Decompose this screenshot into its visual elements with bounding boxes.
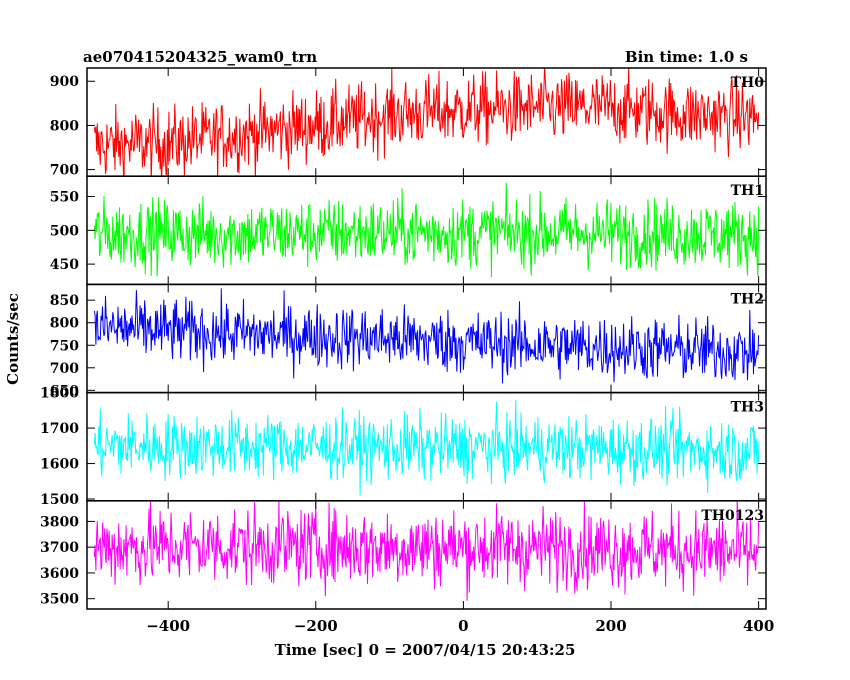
series-line-th2: [93, 288, 760, 384]
y-tick-label: 850: [50, 293, 79, 309]
y-tick-label: 900: [50, 74, 79, 90]
y-axis-label: Counts/sec: [4, 293, 22, 385]
y-tick-label: 1700: [40, 421, 79, 437]
y-tick-label: 1800: [40, 386, 79, 402]
y-tick-label: 700: [50, 163, 79, 179]
series-line-th3: [93, 399, 760, 496]
y-tick-label: 450: [50, 257, 79, 273]
y-tick-label: 700: [50, 361, 79, 377]
chart-title: ae070415204325_wam0_trn: [83, 48, 317, 66]
panel-th3: 1500 1600 1700 1800 TH3: [40, 386, 767, 508]
y-tick-label: 750: [50, 338, 79, 354]
x-tick-label: −200: [294, 617, 338, 635]
y-tick-label: 550: [50, 189, 79, 205]
panels-group: 700 800 900 TH0 450 500 550 TH1 650 700 750 800 850 T…: [40, 67, 774, 635]
y-tick-label: 3500: [40, 592, 79, 608]
series-line-th0: [93, 68, 760, 177]
panel-th0123: 3500 3600 3700 3800 TH0123: [40, 500, 767, 610]
y-tick-label: 1500: [40, 492, 79, 508]
x-tick-label: −400: [146, 617, 190, 635]
series-line-th0123: [93, 500, 760, 601]
panel-th0: 700 800 900 TH0: [50, 67, 767, 179]
panel-label-th2: TH2: [731, 291, 764, 307]
x-tick-label: 200: [595, 617, 626, 635]
panel-frame: [86, 500, 767, 610]
y-tick-label: 3800: [40, 514, 79, 530]
y-tick-label: 3700: [40, 540, 79, 556]
panel-label-th0123: TH0123: [701, 508, 764, 524]
y-tick-label: 500: [50, 223, 79, 239]
x-axis-label: Time [sec] 0 = 2007/04/15 20:43:25: [275, 641, 576, 659]
panel-label-th0: TH0: [731, 75, 765, 91]
x-tick-label: 0: [458, 617, 468, 635]
y-tick-label: 650: [50, 383, 79, 399]
bin-time-label: Bin time: 1.0 s: [625, 48, 748, 66]
panel-th1: 450 500 550 TH1: [50, 175, 767, 286]
panel-label-th1: TH1: [731, 183, 764, 199]
series-line-th1: [93, 182, 760, 278]
y-tick-label: 800: [50, 118, 79, 134]
y-tick-label: 1600: [40, 457, 79, 473]
y-tick-label: 3600: [40, 566, 79, 582]
x-tick-label: 400: [743, 617, 774, 635]
panel-label-th3: TH3: [731, 400, 764, 416]
y-tick-label: 800: [50, 316, 79, 332]
panel-th2: 650 700 750 800 850 TH2: [50, 283, 767, 399]
